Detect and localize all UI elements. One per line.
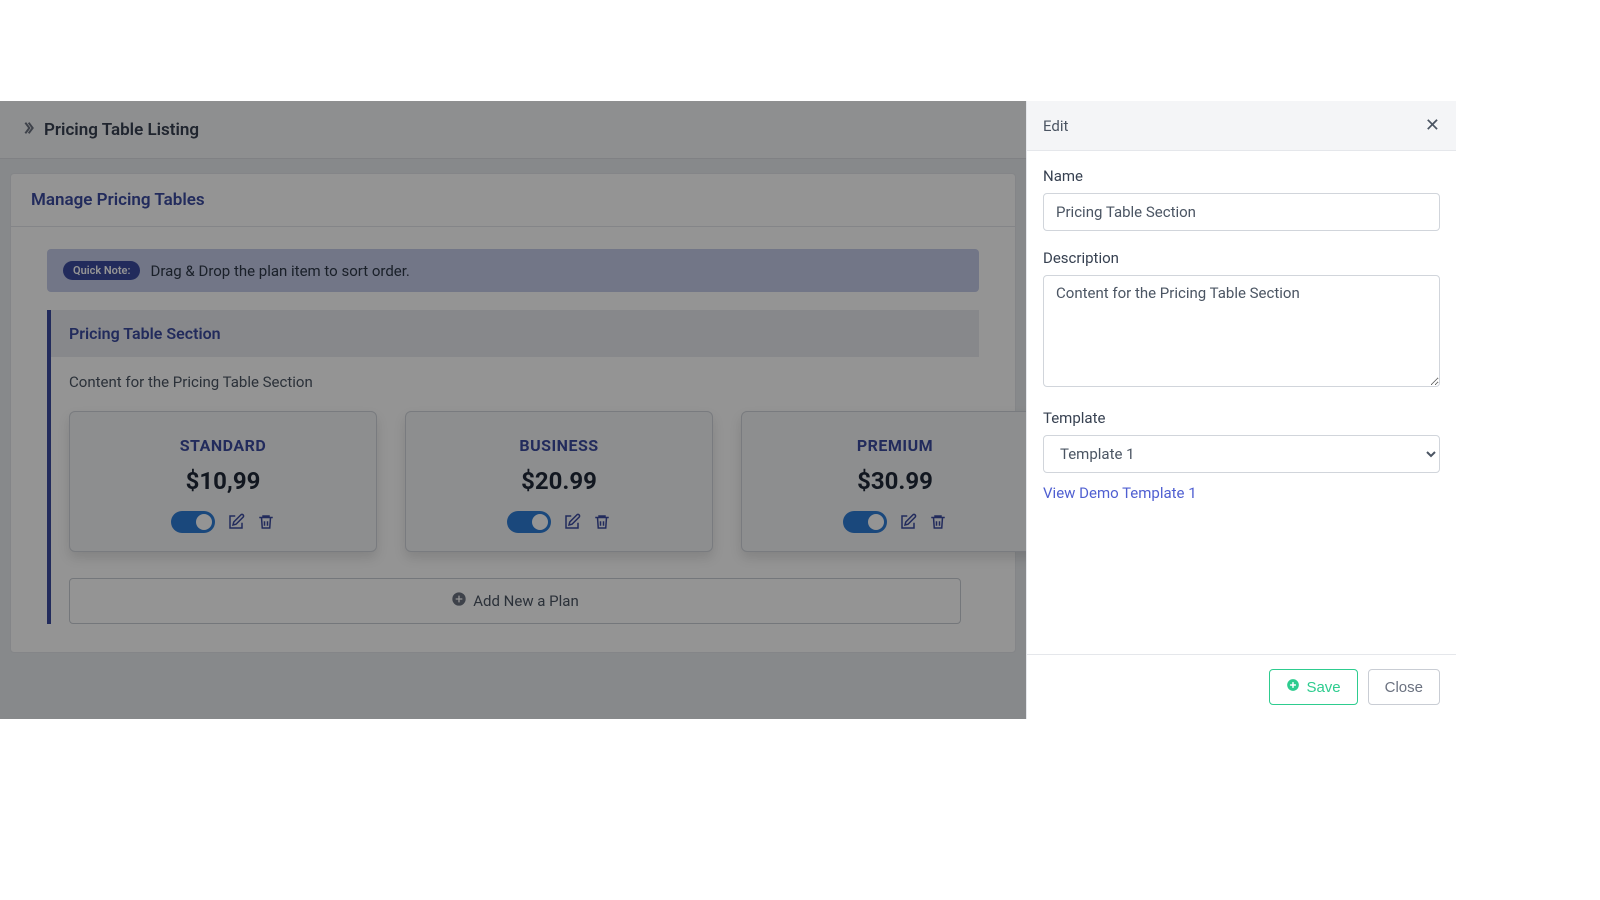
close-icon[interactable]: ✕ (1425, 115, 1440, 136)
plan-actions (80, 511, 366, 533)
side-panel-header: Edit ✕ (1027, 101, 1456, 151)
section-title: Pricing Table Section (51, 310, 979, 357)
trash-icon[interactable] (257, 513, 275, 531)
plan-actions (416, 511, 702, 533)
plan-actions (752, 511, 1038, 533)
section-subtitle: Content for the Pricing Table Section (51, 357, 979, 397)
save-label: Save (1306, 679, 1340, 696)
plan-card-business[interactable]: BUSINESS $20.99 (405, 411, 713, 552)
manage-panel: Manage Pricing Tables Quick Note: Drag &… (10, 173, 1016, 653)
side-panel-title: Edit (1043, 117, 1068, 135)
trash-icon[interactable] (929, 513, 947, 531)
name-label: Name (1043, 167, 1440, 185)
edit-side-panel: Edit ✕ Name Description Template Templat… (1026, 101, 1456, 719)
trash-icon[interactable] (593, 513, 611, 531)
plus-circle-icon (1286, 678, 1300, 696)
toggle-switch[interactable] (507, 511, 551, 533)
side-panel-footer: Save Close (1027, 654, 1456, 719)
panel-title: Manage Pricing Tables (11, 174, 1015, 227)
breadcrumb: Pricing Table Listing (0, 101, 1026, 159)
description-label: Description (1043, 249, 1440, 267)
add-plan-button[interactable]: Add New a Plan (69, 578, 961, 624)
view-demo-link[interactable]: View Demo Template 1 (1043, 484, 1197, 502)
plans-row: STANDARD $10,99 (51, 397, 979, 572)
name-input[interactable] (1043, 193, 1440, 231)
page-title: Pricing Table Listing (44, 120, 199, 140)
side-panel-body: Name Description Template Template 1 Vie… (1027, 151, 1456, 654)
quick-note-text: Drag & Drop the plan item to sort order. (150, 262, 409, 280)
content-wrap: Manage Pricing Tables Quick Note: Drag &… (0, 159, 1026, 667)
description-textarea[interactable] (1043, 275, 1440, 387)
add-plan-label: Add New a Plan (473, 592, 579, 610)
edit-icon[interactable] (899, 513, 917, 531)
toggle-switch[interactable] (171, 511, 215, 533)
plan-name: BUSINESS (416, 436, 702, 455)
close-label: Close (1385, 679, 1423, 696)
close-button[interactable]: Close (1368, 669, 1440, 705)
main-area: Pricing Table Listing Manage Pricing Tab… (0, 101, 1026, 719)
template-label: Template (1043, 409, 1440, 427)
panel-body: Quick Note: Drag & Drop the plan item to… (11, 227, 1015, 652)
plan-card-standard[interactable]: STANDARD $10,99 (69, 411, 377, 552)
quick-note: Quick Note: Drag & Drop the plan item to… (47, 249, 979, 292)
plan-name: STANDARD (80, 436, 366, 455)
toggle-switch[interactable] (843, 511, 887, 533)
plan-price: $10,99 (80, 467, 366, 495)
plan-price: $20.99 (416, 467, 702, 495)
plus-circle-icon (451, 591, 467, 611)
template-select[interactable]: Template 1 (1043, 435, 1440, 473)
plan-card-premium[interactable]: PREMIUM $30.99 (741, 411, 1049, 552)
chevron-right-icon (20, 120, 36, 140)
pricing-section: Pricing Table Section Content for the Pr… (47, 310, 979, 624)
edit-icon[interactable] (563, 513, 581, 531)
edit-icon[interactable] (227, 513, 245, 531)
save-button[interactable]: Save (1269, 669, 1357, 705)
quick-note-badge: Quick Note: (63, 261, 140, 280)
plan-price: $30.99 (752, 467, 1038, 495)
plan-name: PREMIUM (752, 436, 1038, 455)
